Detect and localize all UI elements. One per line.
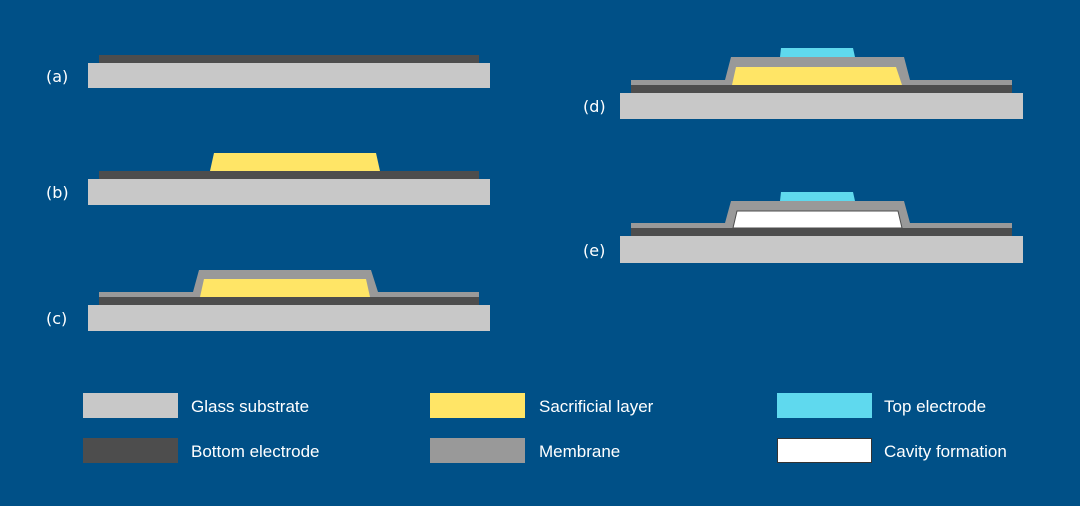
glass-substrate: [88, 63, 490, 88]
bottom-electrode: [99, 55, 479, 63]
swatch: [83, 393, 178, 418]
legend-label: Membrane: [539, 442, 620, 461]
step-label: (e): [583, 241, 605, 260]
swatch: [777, 393, 872, 418]
step-b: (b): [46, 153, 490, 205]
step-label: (b): [46, 183, 69, 202]
step-c: (c): [46, 270, 490, 331]
legend-label: Glass substrate: [191, 397, 309, 416]
step-label: (c): [46, 309, 67, 328]
legend-label: Bottom electrode: [191, 442, 320, 461]
glass-substrate: [88, 179, 490, 205]
cavity: [732, 210, 903, 229]
bottom-electrode: [631, 228, 1012, 236]
swatch: [430, 438, 525, 463]
sacrificial-layer: [210, 153, 380, 171]
bottom-electrode: [631, 85, 1012, 93]
bottom-electrode: [99, 171, 479, 179]
step-label: (d): [583, 97, 606, 116]
bottom-electrode: [99, 297, 479, 305]
step-a: (a): [46, 55, 490, 88]
legend-item-sacrificial-layer: Sacrificial layer: [430, 393, 654, 418]
sacrificial-layer: [200, 279, 370, 297]
legend-item-membrane: Membrane: [430, 438, 620, 463]
step-label: (a): [46, 67, 68, 86]
swatch: [430, 393, 525, 418]
legend-item-glass-substrate: Glass substrate: [83, 393, 309, 418]
glass-substrate: [620, 236, 1023, 263]
legend-item-cavity-formation: Cavity formation: [777, 438, 1007, 463]
legend: Glass substrate Sacrificial layer Top el…: [83, 393, 1007, 463]
legend-item-bottom-electrode: Bottom electrode: [83, 438, 320, 463]
legend-label: Top electrode: [884, 397, 986, 416]
glass-substrate: [88, 305, 490, 331]
step-d: (d): [583, 48, 1023, 119]
glass-substrate: [620, 93, 1023, 119]
top-electrode: [780, 192, 855, 201]
legend-item-top-electrode: Top electrode: [777, 393, 986, 418]
legend-label: Cavity formation: [884, 442, 1007, 461]
sacrificial-layer: [732, 67, 902, 85]
swatch: [777, 438, 872, 463]
legend-label: Sacrificial layer: [539, 397, 654, 416]
step-e: (e): [583, 192, 1023, 263]
swatch: [83, 438, 178, 463]
top-electrode: [780, 48, 855, 57]
